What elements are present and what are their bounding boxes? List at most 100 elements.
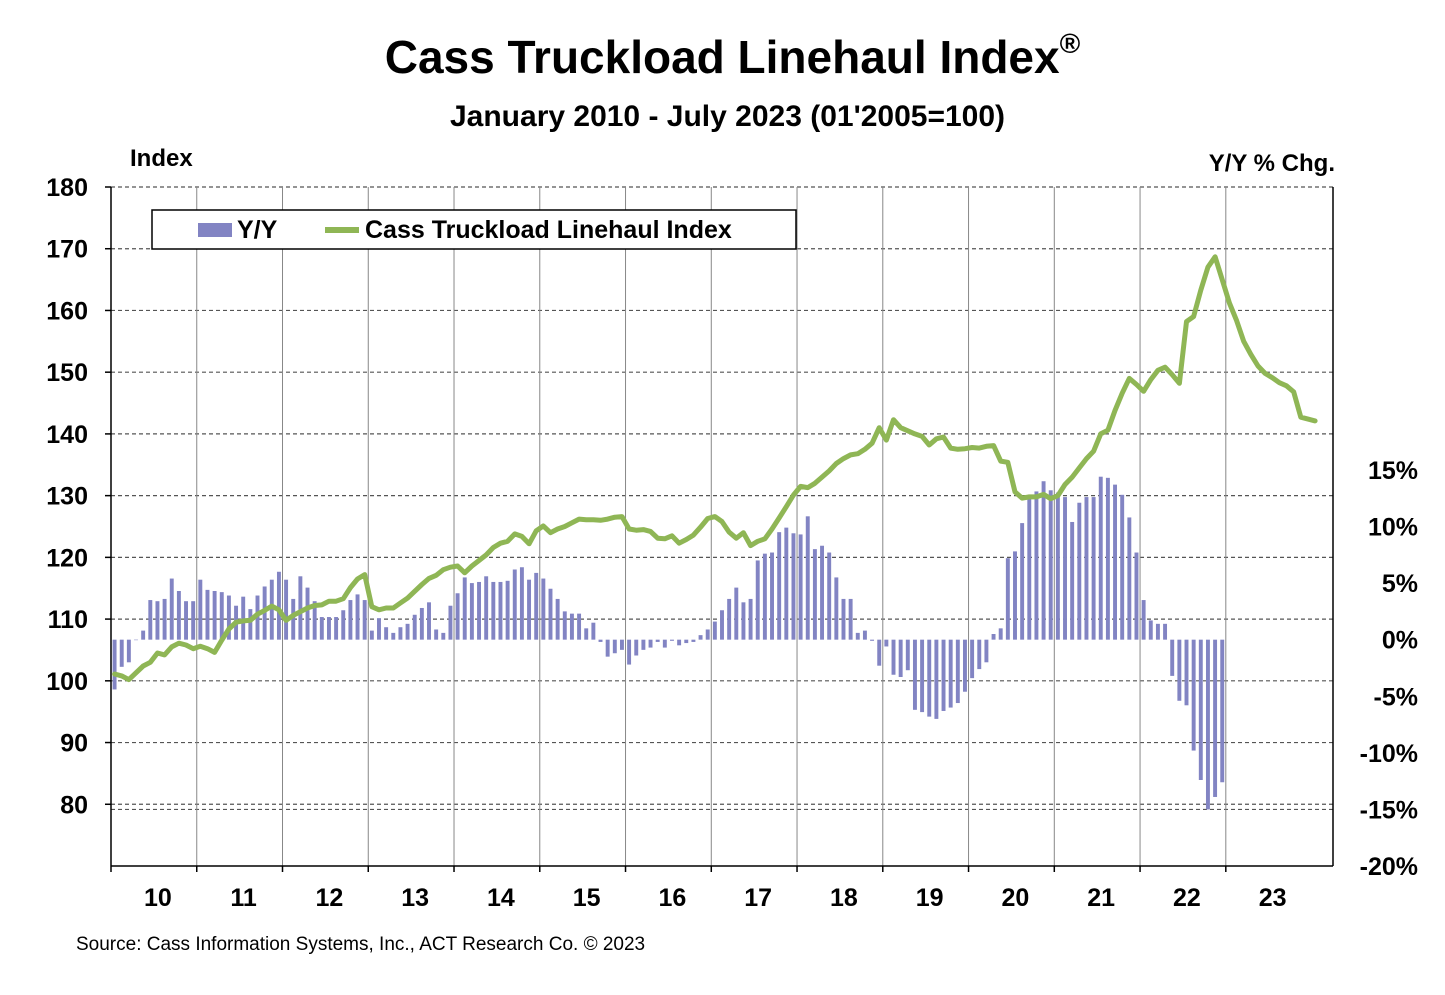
legend-bar-swatch <box>198 223 232 237</box>
yoy-bar <box>912 639 917 710</box>
yoy-bar <box>155 601 160 640</box>
yoy-bar <box>712 621 717 640</box>
yoy-bar <box>1205 639 1210 810</box>
yoy-bar <box>1184 639 1189 706</box>
yoy-bar <box>477 581 481 640</box>
source-note: Source: Cass Information Systems, Inc., … <box>76 934 646 955</box>
yoy-bar <box>248 609 253 640</box>
left-tick-label: 130 <box>46 483 88 511</box>
yoy-bar <box>1120 494 1125 640</box>
right-tick-label: -5% <box>1374 683 1418 711</box>
yoy-bar <box>612 639 617 654</box>
yoy-bar <box>384 627 389 640</box>
yoy-bar <box>927 639 932 717</box>
yoy-bar <box>226 595 231 640</box>
left-tick-label: 170 <box>46 236 88 264</box>
yoy-bar <box>898 639 903 678</box>
x-tick-label: 11 <box>230 884 257 912</box>
yoy-bar <box>920 639 925 713</box>
yoy-bar <box>491 581 496 640</box>
yoy-bar <box>934 639 939 719</box>
yoy-bar <box>184 601 189 640</box>
x-tick-label: 15 <box>573 884 601 912</box>
x-tick-label: 13 <box>401 884 429 912</box>
yoy-bar <box>1220 639 1225 783</box>
yoy-bar <box>326 617 331 640</box>
yoy-bar <box>1134 552 1139 640</box>
yoy-bar <box>1127 517 1132 640</box>
yoy-bar <box>212 591 217 640</box>
yoy-bar <box>1098 476 1103 640</box>
yoy-bar <box>141 630 146 640</box>
yoy-bar <box>762 553 767 640</box>
axes-layer: 180 170 160 150 140 130 120 110 100 90 80 15% 10% 5% 0… <box>46 174 1418 912</box>
yoy-bar <box>1005 558 1010 640</box>
yoy-bar <box>148 600 153 640</box>
yoy-bar <box>169 578 174 640</box>
left-tick-label: 150 <box>46 359 88 387</box>
yoy-bar <box>791 533 796 640</box>
yoy-bar <box>905 639 910 671</box>
yoy-bar <box>469 583 474 640</box>
yoy-bar <box>377 618 381 640</box>
yoy-bar <box>577 613 582 640</box>
yoy-bar <box>305 587 310 640</box>
yoy-bar <box>820 545 825 640</box>
yoy-bar <box>798 534 803 640</box>
yoy-bar <box>870 639 875 641</box>
yoy-bar <box>255 595 260 640</box>
x-tick-label: 14 <box>487 884 515 912</box>
yoy-bar <box>498 581 503 640</box>
yoy-bar <box>1148 620 1153 640</box>
yoy-bar <box>720 610 724 640</box>
yoy-bar <box>562 611 567 640</box>
yoy-bar <box>291 598 296 640</box>
yoy-bar <box>1055 492 1060 640</box>
yoy-bar <box>1027 497 1032 640</box>
yoy-bar <box>1163 623 1168 640</box>
yoy-bar <box>126 639 131 663</box>
yoy-bar <box>1048 490 1053 640</box>
x-tick-label: 18 <box>830 884 858 912</box>
yoy-bar <box>162 598 167 640</box>
yoy-bar <box>334 617 339 640</box>
yoy-bar <box>1141 600 1146 640</box>
yoy-bar <box>276 571 281 640</box>
yoy-bar <box>198 579 203 640</box>
left-tick-label: 120 <box>46 544 88 572</box>
yoy-bar <box>455 593 460 640</box>
yoy-bar <box>827 552 832 640</box>
x-tick-label: 12 <box>315 884 343 912</box>
yoy-bar <box>1177 639 1182 701</box>
yoy-bar <box>534 572 539 640</box>
yoy-bar <box>662 639 667 648</box>
yoy-bar <box>655 639 660 642</box>
left-tick-label: 80 <box>60 791 88 819</box>
yoy-bar <box>648 639 653 648</box>
yoy-bar <box>405 623 410 640</box>
yoy-bar <box>955 639 960 704</box>
yoy-bar <box>355 594 360 640</box>
yoy-bar <box>741 602 746 640</box>
legend-label-index: Cass Truckload Linehaul Index <box>365 216 732 244</box>
left-tick-label: 90 <box>60 730 88 758</box>
yoy-bar <box>877 639 882 666</box>
yoy-bar <box>598 639 603 642</box>
yoy-bar <box>991 634 996 640</box>
yoy-bar <box>848 598 853 640</box>
yoy-bar <box>941 639 946 711</box>
yoy-bar <box>784 527 789 640</box>
yoy-bar <box>205 589 210 640</box>
yoy-bar <box>1077 502 1082 640</box>
x-tick-label: 17 <box>744 884 772 912</box>
yoy-bar <box>362 600 367 640</box>
yoy-bars <box>112 476 1225 810</box>
yoy-bar <box>1191 639 1196 751</box>
right-axis-label: Y/Y % Chg. <box>1208 150 1335 177</box>
yoy-bar <box>434 629 439 640</box>
yoy-bar <box>484 576 489 640</box>
yoy-bar <box>1013 551 1017 640</box>
left-tick-label: 140 <box>46 421 88 449</box>
yoy-bar <box>441 632 446 640</box>
yoy-bar <box>419 607 424 640</box>
